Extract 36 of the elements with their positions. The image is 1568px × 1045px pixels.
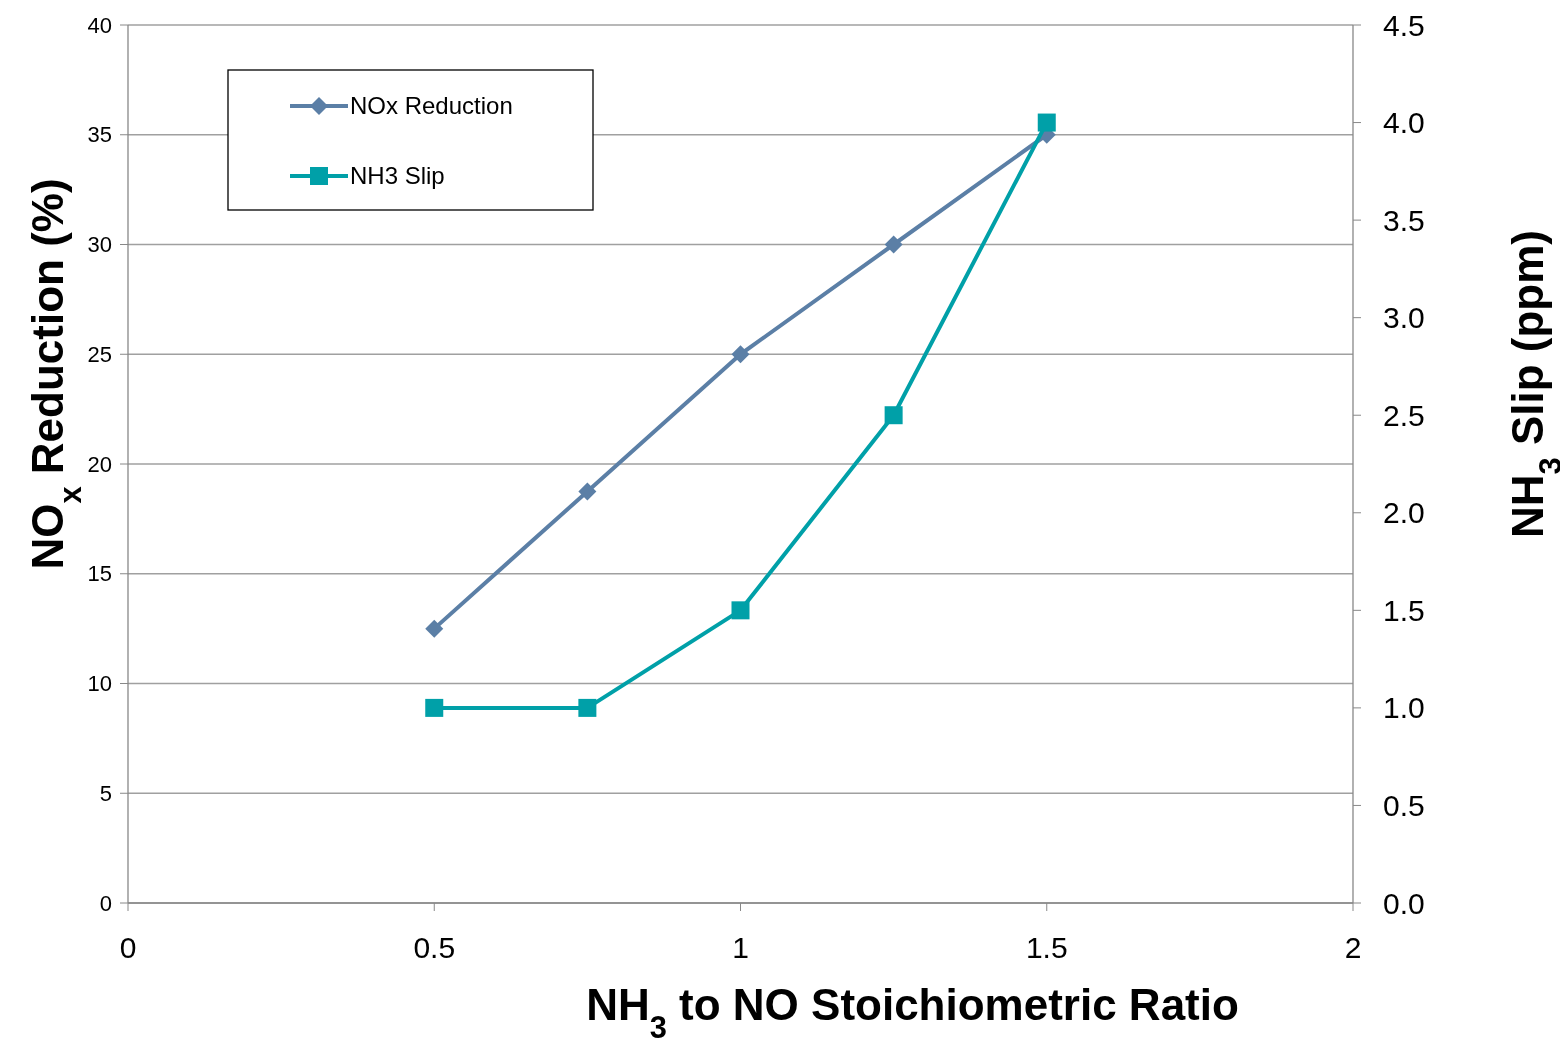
- y2-tick-label: 0.0: [1383, 886, 1425, 920]
- x-tick-label: 2: [1344, 931, 1362, 964]
- y-tick-label: 20: [87, 451, 112, 477]
- point: [1037, 113, 1056, 132]
- x-tick-label: 0: [119, 931, 137, 964]
- y2-tick-label: 2.5: [1383, 398, 1425, 432]
- point: [425, 698, 444, 717]
- y-tick-label: 40: [87, 12, 112, 38]
- point: [425, 619, 444, 638]
- x-tick-label: 0.5: [413, 931, 456, 964]
- y2-tick-label: 3.0: [1383, 301, 1425, 335]
- y-tick-label: 5: [99, 780, 112, 806]
- point: [884, 406, 903, 425]
- y-tick-label: 0: [99, 890, 112, 916]
- y2-tick-label: 2.0: [1383, 496, 1425, 530]
- y2-tick-label: 4.0: [1383, 106, 1425, 140]
- point: [731, 345, 750, 364]
- y2-tick-label: 1.5: [1383, 593, 1425, 627]
- point: [578, 698, 597, 717]
- point: [884, 235, 903, 254]
- legend-label: NOx Reduction: [350, 92, 513, 120]
- y-tick-label: 25: [87, 341, 112, 367]
- y-tick-label: 30: [87, 232, 112, 258]
- y2-tick-label: 1.0: [1383, 691, 1425, 725]
- point: [731, 601, 750, 620]
- x-tick-label: 1: [732, 931, 749, 964]
- y-tick-label: 10: [87, 671, 112, 697]
- legend-label: NH3 Slip: [350, 162, 445, 190]
- y2-tick-label: 3.5: [1383, 203, 1425, 237]
- x-tick-label: 1.5: [1025, 931, 1068, 964]
- y-tick-label: 15: [87, 561, 112, 587]
- y2-tick-label: 0.5: [1383, 788, 1425, 822]
- point: [578, 482, 597, 501]
- y-tick-label: 35: [87, 122, 112, 148]
- y2-tick-label: 4.5: [1383, 8, 1425, 42]
- x-axis-title: NH$_{3}$ to NO Stoichiometric Ratio: [586, 980, 1239, 1045]
